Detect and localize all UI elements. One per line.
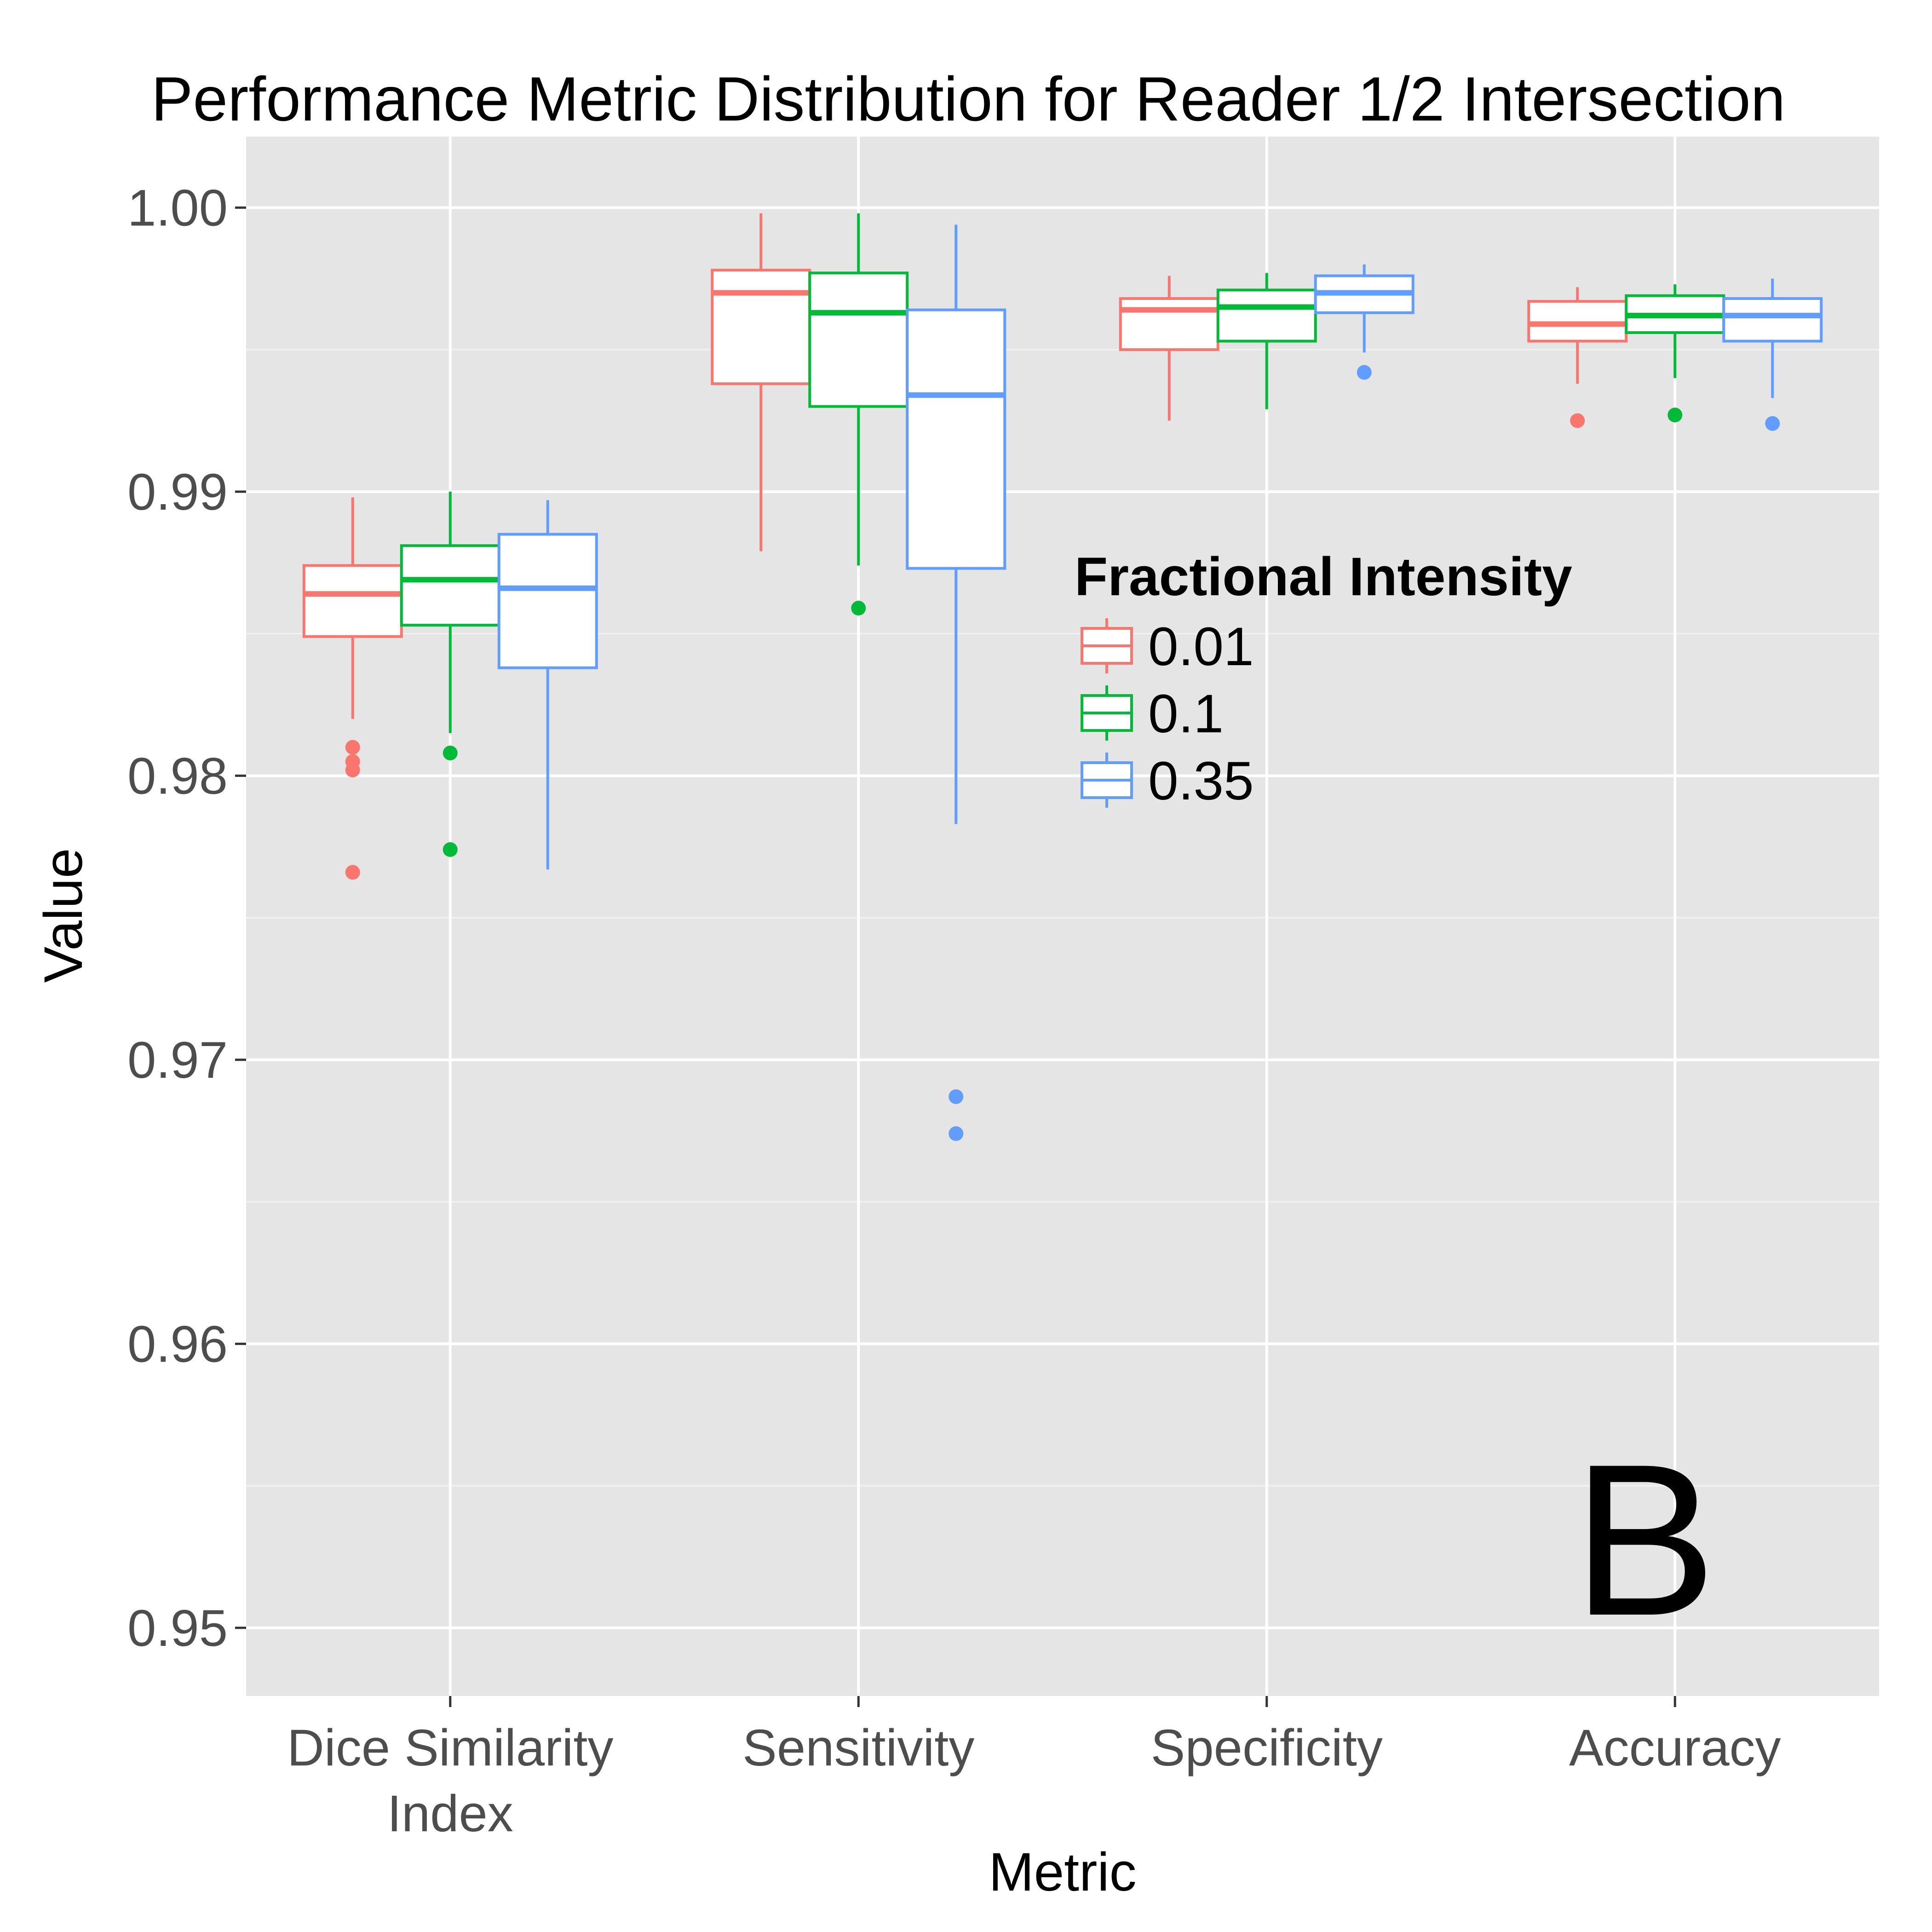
legend-label: 0.01 xyxy=(1148,616,1254,677)
legend: Fractional Intensity 0.01 0.1 0.35 xyxy=(1075,546,1572,811)
outlier-point xyxy=(443,745,458,760)
box xyxy=(711,269,811,385)
outlier-point xyxy=(1765,416,1780,431)
x-tick-label: Specificity xyxy=(1151,1719,1383,1777)
box-group xyxy=(302,497,403,880)
y-axis-title: Value xyxy=(33,848,94,983)
outlier-point xyxy=(851,601,866,616)
box xyxy=(400,544,500,627)
outlier-point xyxy=(443,842,458,857)
y-axis: 1.00 0.99 0.98 0.97 0.96 0.95 xyxy=(127,179,246,1657)
legend-item: 0.01 xyxy=(1081,616,1254,677)
box-group xyxy=(808,213,909,616)
box-group xyxy=(1722,278,1823,431)
outlier-point xyxy=(1357,365,1372,380)
box xyxy=(906,308,1006,570)
y-tick-label: 0.99 xyxy=(127,463,228,521)
box xyxy=(808,271,909,408)
box xyxy=(1722,297,1823,343)
box-group xyxy=(1625,284,1725,423)
legend-title: Fractional Intensity xyxy=(1075,546,1572,607)
box xyxy=(302,564,403,638)
box-group xyxy=(1216,273,1317,409)
outlier-point xyxy=(1570,413,1585,428)
legend-item: 0.35 xyxy=(1081,751,1254,811)
x-axis: Dice Similarity Index Sensitivity Specifici… xyxy=(287,1696,1781,1842)
box-group xyxy=(906,224,1006,1141)
panel-label: B xyxy=(1572,1419,1717,1661)
box-group xyxy=(711,213,811,552)
box-group xyxy=(1314,264,1414,380)
y-tick-label: 1.00 xyxy=(127,179,228,236)
grid-layer xyxy=(246,137,1879,1696)
outlier-point xyxy=(345,762,360,777)
outlier-point xyxy=(949,1126,964,1141)
y-tick-label: 0.95 xyxy=(127,1599,228,1657)
outlier-point xyxy=(345,740,360,755)
x-tick-label: Dice Similarity xyxy=(287,1719,613,1777)
box xyxy=(1119,297,1219,351)
chart-title: Performance Metric Distribution for Read… xyxy=(151,64,1786,134)
legend-item: 0.1 xyxy=(1081,684,1224,744)
plot-panel xyxy=(246,137,1879,1696)
box xyxy=(1527,300,1628,343)
x-tick-label: Index xyxy=(387,1785,513,1842)
legend-label: 0.1 xyxy=(1148,684,1224,744)
x-tick-label: Accuracy xyxy=(1569,1719,1781,1777)
outlier-point xyxy=(949,1089,964,1104)
legend-label: 0.35 xyxy=(1148,751,1254,811)
y-tick-label: 0.96 xyxy=(127,1315,228,1373)
x-axis-title: Metric xyxy=(989,1842,1136,1903)
box xyxy=(497,533,598,669)
y-tick-label: 0.98 xyxy=(127,747,228,805)
outlier-point xyxy=(1668,408,1683,423)
box-layer xyxy=(302,213,1823,1141)
x-tick-label: Sensitivity xyxy=(742,1719,974,1777)
outlier-point xyxy=(345,865,360,880)
box xyxy=(1216,288,1317,343)
y-tick-label: 0.97 xyxy=(127,1031,228,1089)
box-group xyxy=(497,500,598,870)
